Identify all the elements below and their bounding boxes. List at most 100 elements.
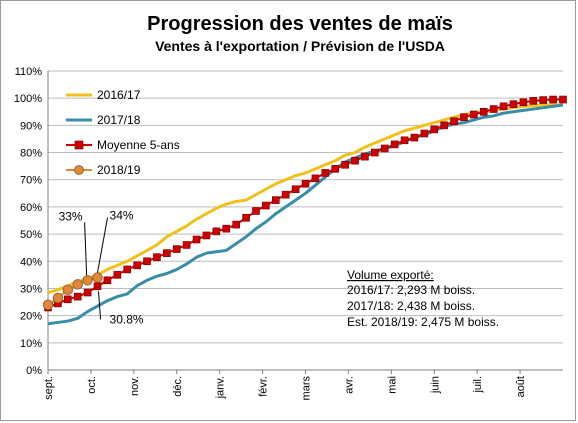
point-5yr-avg <box>271 196 280 204</box>
annotation-leader-33 <box>84 222 88 276</box>
y-tick-label: 40% <box>20 256 42 268</box>
legend-label-2016-17: 2016/17 <box>97 88 141 102</box>
point-2018-19 <box>52 292 64 304</box>
point-5yr-avg <box>440 121 448 130</box>
point-5yr-avg <box>281 190 290 199</box>
export-volume-2018-19-est: Est. 2018/19: 2,475 M boiss. <box>347 315 499 329</box>
point-5yr-avg <box>182 241 191 249</box>
point-5yr-avg <box>222 224 231 233</box>
x-tick-label: juil. <box>472 376 484 394</box>
point-5yr-avg <box>123 265 132 274</box>
point-5yr-avg <box>519 98 528 107</box>
x-tick-label: nov. <box>129 376 141 396</box>
export-volume-box: Volume exporté: 2016/17: 2,293 M boiss. … <box>347 268 499 329</box>
series-line-5yr-avg <box>47 98 563 309</box>
point-5yr-avg <box>103 276 112 285</box>
export-volume-2016-17: 2016/17: 2,293 M boiss. <box>347 283 475 297</box>
point-5yr-avg <box>93 282 102 291</box>
point-5yr-avg <box>143 257 151 266</box>
point-5yr-avg <box>400 136 409 145</box>
point-5yr-avg <box>83 288 92 297</box>
point-5yr-avg <box>163 249 171 257</box>
x-tick-label: sept. <box>43 376 55 400</box>
point-5yr-avg <box>499 102 508 111</box>
chart-subtitle: Ventes à l'exportation / Prévision de l'… <box>155 38 445 54</box>
axes <box>47 71 563 374</box>
point-5yr-avg <box>479 107 488 116</box>
point-5yr-avg <box>509 100 518 108</box>
point-5yr-avg <box>321 169 330 177</box>
point-5yr-avg <box>450 117 458 126</box>
y-tick-label: 50% <box>20 229 42 241</box>
point-5yr-avg <box>371 148 379 157</box>
export-volume-2017-18: 2017/18: 2,438 M boiss. <box>347 299 475 313</box>
point-5yr-avg <box>549 95 557 104</box>
point-5yr-avg <box>470 110 478 119</box>
series-line-2017-18 <box>47 103 564 326</box>
point-5yr-avg <box>212 227 221 236</box>
point-5yr-avg <box>301 180 310 188</box>
point-5yr-avg <box>430 125 439 134</box>
point-5yr-avg <box>390 140 399 149</box>
annotation-label-34: 34% <box>110 209 134 223</box>
point-5yr-avg <box>420 129 429 138</box>
x-tick-label: mai <box>386 376 398 394</box>
x-tick-label: févr. <box>258 376 270 397</box>
annotation-label-30-8: 30.8% <box>110 312 144 326</box>
y-tick-label: 110% <box>15 66 43 78</box>
chart-title: Progression des ventes de maïs <box>147 13 453 35</box>
y-tick-label: 30% <box>20 283 42 295</box>
gridlines <box>48 70 563 344</box>
point-5yr-avg <box>380 144 389 153</box>
point-5yr-avg <box>410 133 419 142</box>
x-tick-label: déc. <box>172 376 184 397</box>
point-5yr-avg <box>64 295 72 304</box>
legend-marker-2018-19 <box>74 165 84 175</box>
point-5yr-avg <box>539 96 547 104</box>
legend-label-2017-18: 2017/18 <box>97 113 141 127</box>
point-5yr-avg <box>311 174 320 183</box>
x-tick-label: oct. <box>86 376 98 394</box>
annotation-label-33: 33% <box>59 209 83 223</box>
point-5yr-avg <box>113 271 122 279</box>
y-tick-label: 10% <box>20 338 42 350</box>
point-5yr-avg <box>153 253 161 261</box>
series-layer <box>42 95 567 326</box>
point-5yr-avg <box>252 207 260 215</box>
y-tick-label: 20% <box>20 311 42 323</box>
point-2018-19 <box>92 272 103 283</box>
point-5yr-avg <box>192 235 201 244</box>
x-tick-label: janv. <box>215 376 227 399</box>
point-5yr-avg <box>242 213 250 222</box>
point-2018-19 <box>72 279 83 290</box>
legend-label-2018-19: 2018/19 <box>97 163 141 177</box>
point-5yr-avg <box>341 160 349 169</box>
legend: 2016/17 2017/18 Moyenne 5-ans 2018/19 <box>66 88 180 177</box>
annotation-leader-30-8 <box>98 291 102 320</box>
x-tick-label: mars <box>301 376 313 401</box>
point-5yr-avg <box>133 261 141 270</box>
y-tick-label: 80% <box>20 148 42 160</box>
point-2018-19 <box>82 275 93 286</box>
annotations: 33% 34% 30.8% <box>59 209 144 327</box>
point-5yr-avg <box>172 245 181 253</box>
legend-label-5yr-avg: Moyenne 5-ans <box>97 138 180 152</box>
point-5yr-avg <box>331 165 340 173</box>
point-2018-19 <box>42 299 54 310</box>
y-tick-label: 100% <box>14 93 42 105</box>
export-volume-heading: Volume exporté: <box>347 268 434 282</box>
point-5yr-avg <box>460 113 468 122</box>
y-axis-tick-labels: 0% 10% 20% 30% 40% 50% 60% 70% 80% 90% 100% 110% <box>14 66 42 377</box>
x-tick-label: août <box>515 376 527 397</box>
y-tick-label: 90% <box>20 120 42 132</box>
point-5yr-avg <box>361 152 369 161</box>
x-axis-tick-labels: sept. oct. nov. déc. janv. févr. mars avr. mai ju… <box>43 376 527 401</box>
x-tick-label: juin <box>429 376 441 394</box>
legend-marker-5yr-avg <box>74 140 84 150</box>
series-line-2016-17 <box>47 103 563 294</box>
point-5yr-avg <box>559 95 567 104</box>
point-5yr-avg <box>529 97 538 105</box>
point-5yr-avg <box>73 292 82 301</box>
point-5yr-avg <box>351 156 359 165</box>
